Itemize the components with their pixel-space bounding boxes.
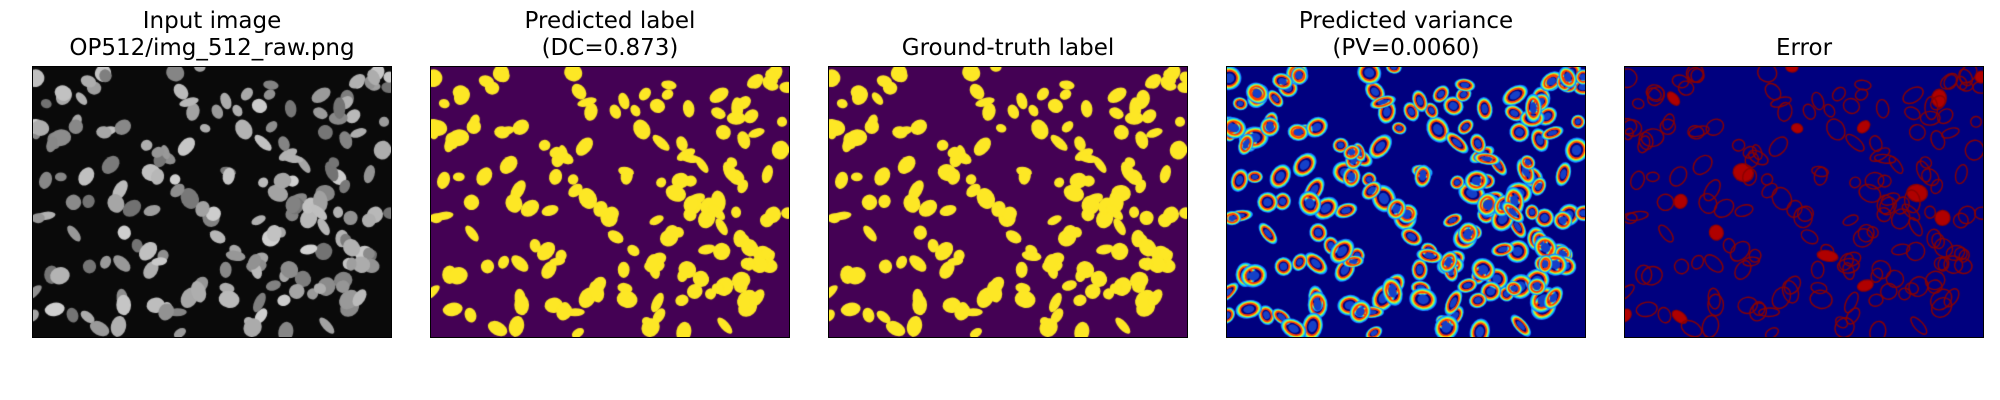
predicted-variance-image <box>1226 66 1586 338</box>
panel-title-line2: (DC=0.873) <box>541 35 679 61</box>
panel-predicted-variance: Predicted variance (PV=0.0060) <box>1226 0 1586 400</box>
error-image <box>1624 66 1984 338</box>
panel-ground-truth-label: Ground-truth label <box>828 0 1188 400</box>
predicted-label-image <box>430 66 790 338</box>
panel-title-line2: OP512/img_512_raw.png <box>69 35 355 61</box>
ground-truth-label-image <box>828 66 1188 338</box>
panel-title-line2: (PV=0.0060) <box>1332 35 1480 61</box>
panel-title-line1: Predicted label <box>524 8 696 34</box>
input-image <box>32 66 392 338</box>
panel-input-image: Input image OP512/img_512_raw.png <box>32 0 392 400</box>
panel-title-line2: Error <box>1775 35 1833 61</box>
panel-title-line1: Predicted variance <box>1298 8 1514 34</box>
panel-predicted-label: Predicted label (DC=0.873) <box>430 0 790 400</box>
panel-title-line2: Ground-truth label <box>901 35 1115 61</box>
panel-error: Error <box>1624 0 1984 400</box>
panel-title-line1: Input image <box>142 8 282 34</box>
